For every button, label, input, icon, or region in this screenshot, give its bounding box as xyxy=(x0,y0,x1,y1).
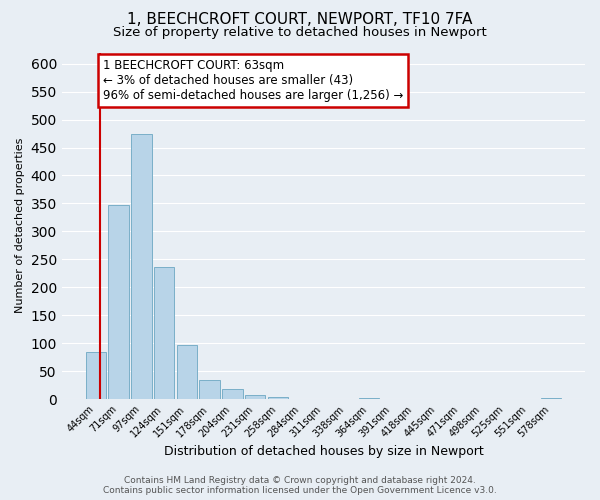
Bar xyxy=(176,345,197,399)
Bar xyxy=(131,134,152,399)
Bar xyxy=(86,352,106,399)
Bar xyxy=(245,395,265,399)
Bar xyxy=(199,380,220,399)
Text: 1, BEECHCROFT COURT, NEWPORT, TF10 7FA: 1, BEECHCROFT COURT, NEWPORT, TF10 7FA xyxy=(127,12,473,28)
Bar xyxy=(427,398,448,399)
X-axis label: Distribution of detached houses by size in Newport: Distribution of detached houses by size … xyxy=(164,444,483,458)
Y-axis label: Number of detached properties: Number of detached properties xyxy=(15,138,25,314)
Bar xyxy=(541,398,561,399)
Bar xyxy=(359,398,379,399)
Bar xyxy=(154,266,175,399)
Bar xyxy=(109,204,129,399)
Bar xyxy=(268,398,288,399)
Text: 1 BEECHCROFT COURT: 63sqm
← 3% of detached houses are smaller (43)
96% of semi-d: 1 BEECHCROFT COURT: 63sqm ← 3% of detach… xyxy=(103,59,403,102)
Text: Size of property relative to detached houses in Newport: Size of property relative to detached ho… xyxy=(113,26,487,39)
Bar xyxy=(222,389,242,399)
Text: Contains HM Land Registry data © Crown copyright and database right 2024.
Contai: Contains HM Land Registry data © Crown c… xyxy=(103,476,497,495)
